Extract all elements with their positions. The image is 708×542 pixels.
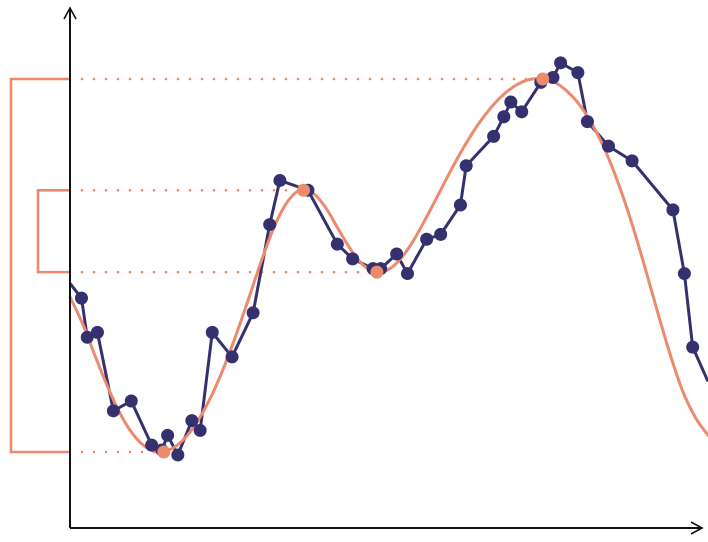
noisy-point-23 — [390, 247, 404, 261]
noisy-point-42 — [686, 340, 700, 354]
extremum-point-3 — [370, 265, 384, 279]
extremum-point-2 — [297, 183, 311, 197]
noisy-point-5 — [106, 404, 120, 418]
noisy-point-38 — [601, 139, 615, 153]
noisy-point-10 — [171, 448, 185, 462]
series-layer — [68, 56, 708, 462]
noisy-point-11 — [185, 414, 199, 428]
noisy-point-41 — [677, 267, 691, 281]
noisy-point-26 — [434, 227, 448, 241]
noisy-point-16 — [263, 218, 277, 232]
noisy-point-19 — [330, 237, 344, 251]
noisy-point-28 — [459, 159, 473, 173]
noisy-point-29 — [487, 129, 501, 143]
noisy-point-15 — [246, 306, 260, 320]
noisy-point-24 — [401, 267, 415, 281]
noisy-point-27 — [453, 198, 467, 212]
noisy-point-6 — [124, 394, 138, 408]
noisy-point-36 — [571, 66, 585, 80]
noisy-point-37 — [580, 115, 594, 129]
noisy-point-30 — [497, 110, 511, 124]
noisy-point-31 — [504, 95, 518, 109]
noisy-point-13 — [205, 325, 219, 339]
noisy-series-line — [68, 61, 708, 457]
noisy-point-7 — [145, 438, 159, 452]
noisy-point-9 — [161, 428, 175, 442]
noisy-point-14 — [225, 350, 239, 364]
amplitude-brackets — [9, 77, 69, 454]
noisy-point-39 — [625, 154, 639, 168]
noisy-point-35 — [554, 56, 568, 70]
noisy-point-40 — [666, 203, 680, 217]
inner-amplitude-bracket — [36, 188, 69, 274]
extremum-point-1 — [157, 445, 171, 459]
extrema-guides — [80, 77, 545, 454]
noisy-point-2 — [74, 291, 88, 305]
extremum-point-4 — [536, 72, 550, 86]
noisy-point-3 — [80, 330, 94, 344]
noisy-point-20 — [346, 252, 360, 266]
smooth-series-line — [68, 77, 708, 454]
outer-amplitude-bracket — [9, 77, 69, 454]
noisy-point-32 — [515, 105, 529, 119]
noisy-point-4 — [90, 325, 104, 339]
noisy-point-25 — [420, 232, 434, 246]
noisy-point-12 — [193, 423, 207, 437]
noisy-point-17 — [273, 173, 287, 187]
noisy-point-34 — [546, 71, 560, 85]
